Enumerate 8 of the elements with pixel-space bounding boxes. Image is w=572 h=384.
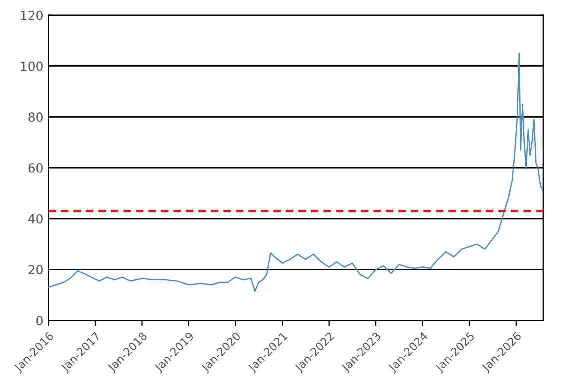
y-tick-label: 20 [28, 265, 43, 275]
y-tick-label: 100 [21, 62, 43, 72]
y-tick-label: 80 [28, 112, 43, 122]
y-tick-label: 0 [36, 316, 43, 326]
line-series [48, 52, 544, 292]
y-tick-label: 40 [28, 214, 43, 224]
y-tick-label: 60 [28, 163, 43, 173]
y-tick-label: 120 [21, 10, 43, 20]
